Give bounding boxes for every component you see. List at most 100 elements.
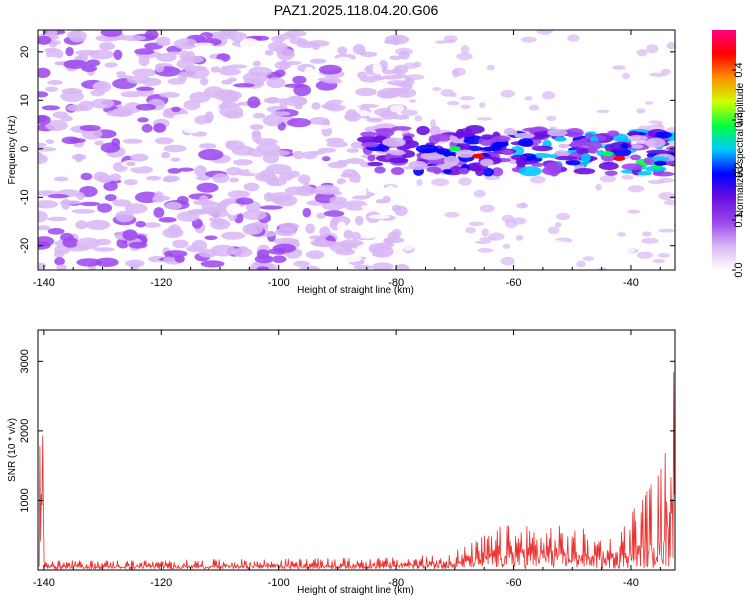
heatmap-cell	[429, 125, 441, 136]
heatmap-cell	[604, 170, 618, 176]
heatmap-cell	[576, 148, 589, 155]
heatmap-cell	[144, 30, 159, 40]
heatmap-cell	[462, 135, 484, 145]
heatmap-cell	[558, 143, 570, 149]
heatmap-cell	[482, 80, 495, 89]
heatmap-cell	[308, 124, 332, 130]
heatmap-cell	[387, 80, 411, 86]
heatmap-cell	[196, 175, 211, 181]
heatmap-cell	[414, 115, 423, 122]
heatmap-cell	[274, 61, 292, 70]
heatmap-cell	[542, 91, 556, 100]
heatmap-cell	[389, 150, 406, 156]
heatmap-cell	[487, 232, 505, 241]
heatmap-cell	[263, 192, 274, 202]
heatmap-cell	[430, 119, 437, 128]
heatmap-cell	[164, 201, 182, 210]
heatmap-cell	[374, 128, 397, 133]
heatmap-cell	[302, 207, 312, 218]
heatmap-cell	[382, 69, 397, 75]
heatmap-cell	[642, 231, 652, 237]
heatmap-cell	[116, 71, 126, 77]
heatmap-cell	[143, 222, 161, 229]
heatmap-cell	[263, 97, 282, 104]
heatmap-cell	[415, 144, 439, 154]
heatmap-cell	[520, 36, 537, 43]
heatmap-cell	[319, 226, 331, 238]
heatmap-cell	[565, 128, 584, 138]
heatmap-plot-frame	[37, 29, 676, 271]
heatmap-cell	[38, 153, 48, 165]
heatmap-cell	[86, 59, 101, 67]
heatmap-cell	[305, 223, 316, 234]
heatmap-cell	[604, 144, 615, 152]
heatmap-cell	[416, 125, 430, 136]
heatmap-x-tick-label: -120	[150, 277, 172, 289]
heatmap-cell	[382, 195, 391, 204]
heatmap-cell	[459, 167, 469, 175]
heatmap-cell	[183, 125, 201, 134]
heatmap-peak	[554, 136, 567, 142]
heatmap-cell	[113, 49, 123, 60]
heatmap-cell	[153, 123, 167, 133]
heatmap-cell	[134, 48, 155, 55]
heatmap-cell	[318, 64, 342, 75]
heatmap-cell	[617, 232, 627, 237]
heatmap-blobs	[38, 30, 675, 270]
heatmap-cell	[227, 77, 237, 82]
heatmap-cell	[126, 161, 136, 167]
heatmap-cell	[276, 33, 297, 40]
heatmap-cell	[75, 220, 88, 230]
heatmap-cell	[358, 49, 366, 55]
heatmap-cell	[38, 115, 51, 125]
heatmap-cell	[400, 109, 418, 117]
heatmap-cell	[501, 214, 515, 223]
heatmap-cell	[556, 212, 570, 221]
heatmap-cell	[279, 98, 288, 110]
heatmap-cell	[45, 139, 55, 145]
heatmap-cell	[112, 199, 132, 207]
heatmap-cell	[125, 259, 145, 268]
heatmap-cell	[153, 207, 165, 218]
snr-x-tick-label: -40	[623, 577, 639, 589]
heatmap-cell	[636, 251, 653, 259]
heatmap-cell	[270, 111, 291, 116]
heatmap-cell	[302, 181, 311, 194]
heatmap-cell	[232, 247, 253, 258]
heatmap-cell	[38, 35, 52, 45]
heatmap-cell	[380, 75, 404, 80]
heatmap-cell	[652, 259, 665, 264]
heatmap-cell	[46, 30, 58, 39]
heatmap-cell	[53, 176, 69, 182]
heatmap-cell	[314, 184, 340, 195]
heatmap-cell	[100, 142, 121, 153]
heatmap-cell	[500, 89, 515, 98]
heatmap-cell	[156, 36, 171, 47]
heatmap-cell	[598, 267, 608, 270]
heatmap-cell	[154, 63, 165, 73]
heatmap-cell	[284, 83, 307, 88]
heatmap-cell	[620, 143, 629, 149]
heatmap-cell	[59, 200, 82, 205]
heatmap-cell	[287, 118, 312, 128]
heatmap-cell	[47, 80, 63, 85]
heatmap-cell	[530, 175, 546, 184]
heatmap-cell	[76, 237, 101, 250]
heatmap-cell	[374, 166, 386, 174]
snr-x-tick-label: -60	[506, 577, 522, 589]
heatmap-cell	[47, 216, 68, 222]
heatmap-cell	[636, 49, 648, 57]
heatmap-cell	[366, 117, 384, 123]
heatmap-cell	[465, 227, 476, 234]
heatmap-cell	[53, 250, 65, 258]
heatmap-cell	[61, 88, 83, 95]
heatmap-cell	[74, 153, 84, 163]
heatmap-cell	[198, 148, 224, 161]
heatmap-cell	[510, 154, 527, 160]
heatmap-cell	[544, 162, 563, 171]
heatmap-cell	[492, 141, 509, 148]
heatmap-cell	[252, 35, 270, 41]
heatmap-cell	[479, 204, 495, 213]
heatmap-cell	[627, 135, 648, 142]
heatmap-cell	[299, 265, 320, 270]
